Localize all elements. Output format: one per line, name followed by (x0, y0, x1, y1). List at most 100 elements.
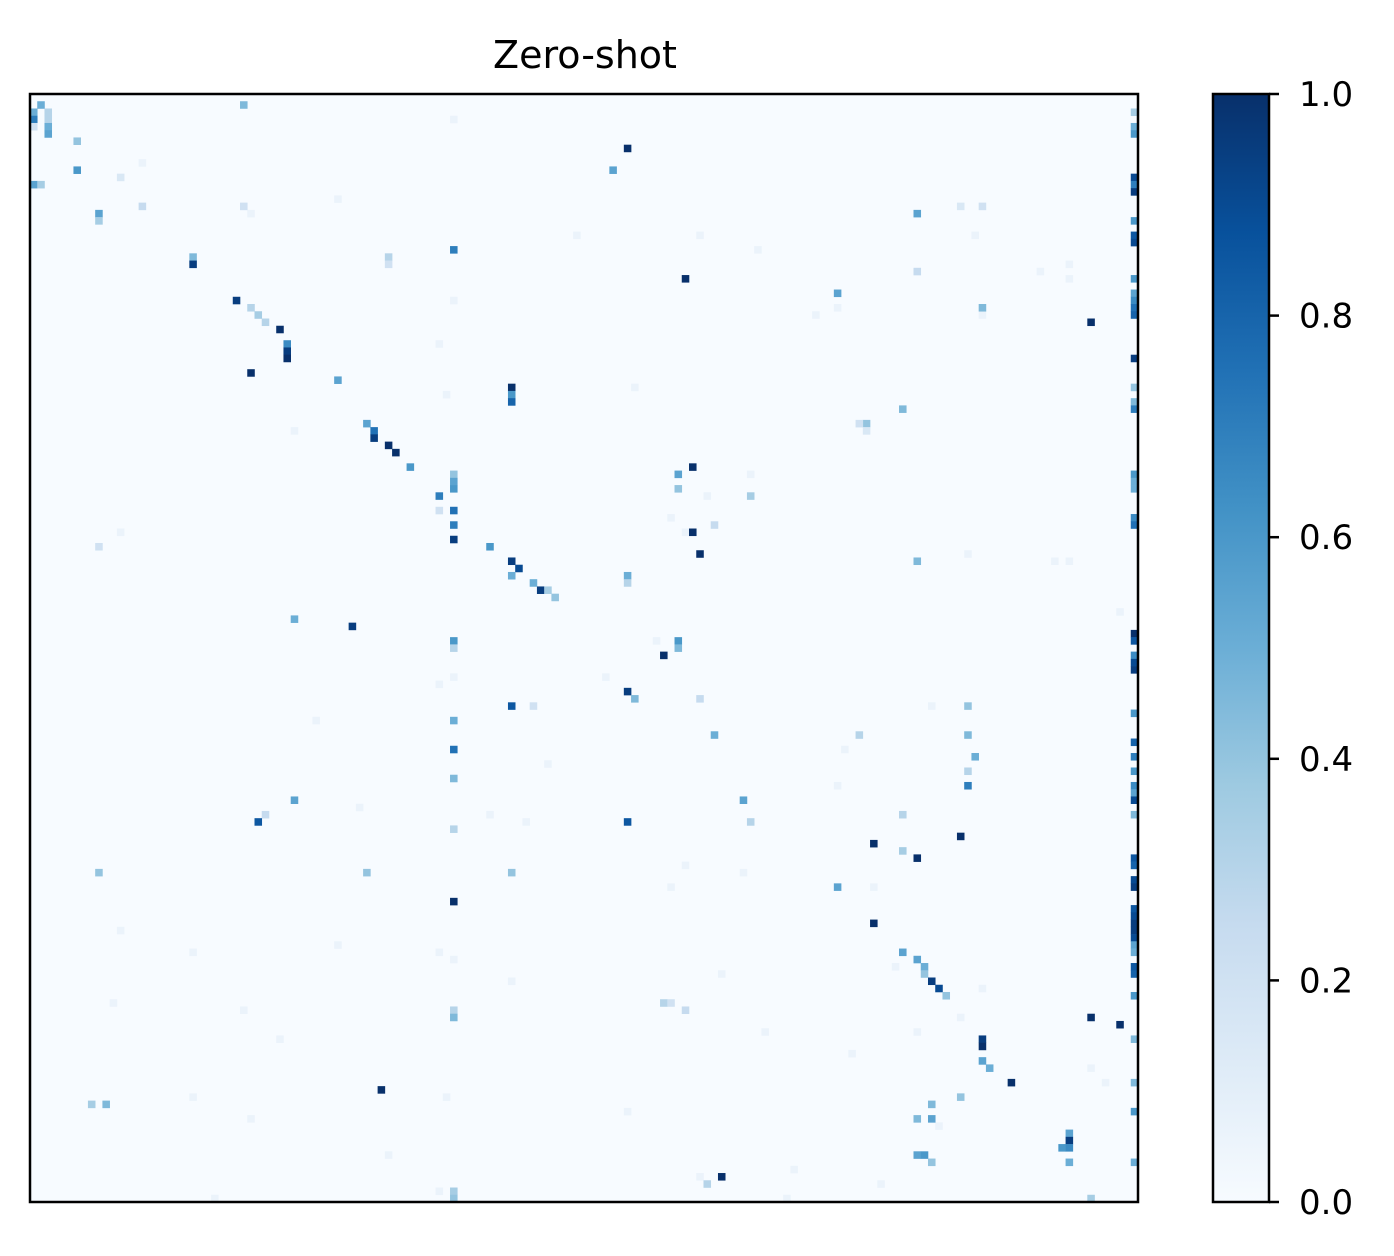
heatmap-cell (450, 477, 458, 486)
heatmap-cell (1130, 666, 1139, 674)
heatmap-cell (1130, 883, 1139, 891)
heatmap-cell (739, 796, 748, 804)
heatmap-cell (290, 427, 299, 435)
heatmap-plot-area (28, 92, 1140, 1204)
heatmap-cell (283, 354, 291, 363)
heatmap-cell (312, 716, 320, 725)
heatmap-cell (363, 868, 371, 877)
colorbar-tick-label: 0.2 (1299, 961, 1353, 1001)
heatmap-cell (435, 506, 444, 515)
heatmap-cell (1130, 238, 1139, 247)
heatmap-cell (1130, 304, 1139, 312)
heatmap-cell (978, 202, 987, 211)
heatmap-cell (450, 897, 458, 906)
heatmap-cell (384, 441, 393, 450)
heatmap-cell (384, 253, 393, 261)
heatmap-cell (95, 217, 103, 225)
heatmap-cell (623, 579, 632, 587)
heatmap-cell (913, 267, 922, 276)
colorbar-tick-label: 0.6 (1299, 518, 1353, 558)
heatmap-cell (1101, 1078, 1110, 1087)
heatmap-cell (109, 999, 118, 1007)
heatmap-cell (790, 1165, 798, 1174)
heatmap-cell (522, 818, 530, 826)
heatmap-cell (1130, 1107, 1139, 1116)
heatmap-cell (1130, 861, 1139, 870)
heatmap-cell (1130, 796, 1139, 804)
heatmap-cell (1036, 267, 1045, 276)
heatmap-cell (739, 868, 748, 877)
heatmap-cell (927, 1158, 936, 1167)
heatmap-cell (384, 1151, 393, 1159)
heatmap-cell (913, 1151, 922, 1159)
heatmap-cell (1130, 629, 1139, 638)
heatmap-cell (1116, 608, 1124, 616)
heatmap-cell (899, 405, 907, 413)
heatmap-cell (681, 275, 690, 283)
heatmap-cell (507, 390, 516, 399)
heatmap-cell (102, 1100, 110, 1109)
heatmap-cell (1130, 658, 1139, 667)
heatmap-cell (283, 340, 291, 348)
heatmap-cell (1130, 180, 1139, 189)
heatmap-cell (450, 485, 458, 493)
heatmap-cell (667, 883, 675, 891)
heatmap-cell (507, 977, 516, 986)
heatmap-cell (435, 340, 444, 348)
heatmap-cell (355, 803, 364, 812)
heatmap-cell (283, 347, 291, 355)
heatmap-cell (703, 492, 712, 500)
heatmap-cell (1130, 970, 1139, 978)
heatmap-cell (1065, 1136, 1074, 1145)
heatmap-cell (95, 209, 103, 218)
heatmap-cell (1051, 557, 1059, 566)
heatmap-cell (1130, 905, 1139, 913)
heatmap-cell (450, 470, 458, 479)
heatmap-cell (689, 528, 697, 537)
heatmap-cell (276, 1035, 284, 1043)
heatmap-cell (681, 528, 690, 537)
heatmap-cell (1130, 470, 1139, 479)
heatmap-cell (1130, 810, 1139, 819)
heatmap-cell (450, 506, 458, 515)
heatmap-cell (334, 376, 342, 384)
heatmap-cell (450, 825, 458, 833)
heatmap-cell (899, 847, 907, 855)
heatmap-cell (812, 311, 820, 319)
heatmap-cell (30, 115, 38, 124)
heatmap-cell (30, 122, 38, 131)
heatmap-cell (240, 202, 248, 211)
heatmap-cell (1130, 781, 1139, 790)
colorbar-frame (1211, 92, 1271, 1204)
heatmap-cell (247, 304, 255, 312)
heatmap-cell (978, 1035, 987, 1043)
heatmap-cell (116, 926, 125, 935)
heatmap-cell (927, 1115, 936, 1123)
colorbar-tick-label: 1.0 (1299, 75, 1353, 115)
heatmap-cell (1130, 383, 1139, 392)
heatmap-cell (623, 818, 632, 826)
heatmap-cell (95, 542, 103, 551)
heatmap-cells (30, 101, 1139, 1203)
heatmap-cell (1130, 122, 1139, 131)
heatmap-cell (978, 304, 987, 312)
heatmap-cell (1007, 1078, 1016, 1087)
heatmap-cell (681, 1006, 690, 1015)
heatmap-cell (370, 434, 378, 442)
heatmap-cell (660, 651, 668, 660)
heatmap-cell (507, 398, 516, 406)
heatmap-cell (1130, 188, 1139, 196)
heatmap-cell (1130, 1035, 1139, 1043)
heatmap-cell (450, 296, 458, 305)
heatmap-cell (406, 463, 415, 471)
heatmap-cell (442, 390, 451, 399)
heatmap-cell (899, 948, 907, 957)
heatmap-cell (450, 745, 458, 754)
heatmap-cell (855, 731, 864, 739)
heatmap-cell (1130, 514, 1139, 522)
heatmap-cell (971, 231, 979, 240)
heatmap-background (30, 94, 1138, 1202)
heatmap-cell (370, 427, 378, 435)
colorbar-ticks: 0.0 0.2 0.4 0.6 0.8 1.0 (1269, 75, 1353, 1223)
heatmap-cell (450, 1006, 458, 1015)
